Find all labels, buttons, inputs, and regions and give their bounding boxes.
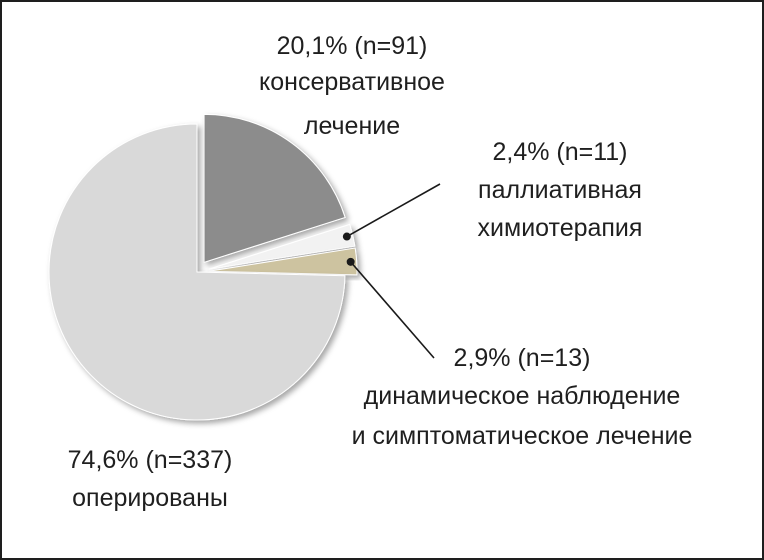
pie-slices xyxy=(48,113,358,421)
slice-label-conservative-line1: консервативное xyxy=(259,68,445,96)
slice-label-observation-line1: динамическое наблюдение xyxy=(364,382,681,410)
slice-label-palliative-line2: химиотерапия xyxy=(478,214,643,242)
slice-label-observation-percent: 2,9% (n=13) xyxy=(454,344,591,372)
leader-dot-1 xyxy=(342,232,351,241)
slice-palliative xyxy=(208,223,356,270)
leader-line-2 xyxy=(350,261,435,359)
leader-dot-2 xyxy=(346,257,355,266)
slice-operated xyxy=(48,123,346,421)
slice-conservative xyxy=(203,113,346,263)
slice-label-palliative-percent: 2,4% (n=11) xyxy=(492,138,627,166)
slice-label-conservative-percent: 20,1% (n=91) xyxy=(277,32,428,60)
slice-observation xyxy=(208,247,358,276)
slice-label-conservative-line2: лечение xyxy=(304,112,400,140)
leader-lines xyxy=(342,183,441,359)
slice-label-palliative-line1: паллиативная xyxy=(478,176,642,204)
slice-label-operated-line1: оперированы xyxy=(72,484,228,512)
leader-line-1 xyxy=(346,183,441,238)
slice-label-observation-line2: и симптоматическое лечение xyxy=(352,422,693,450)
slice-label-operated-percent: 74,6% (n=337) xyxy=(68,446,233,474)
